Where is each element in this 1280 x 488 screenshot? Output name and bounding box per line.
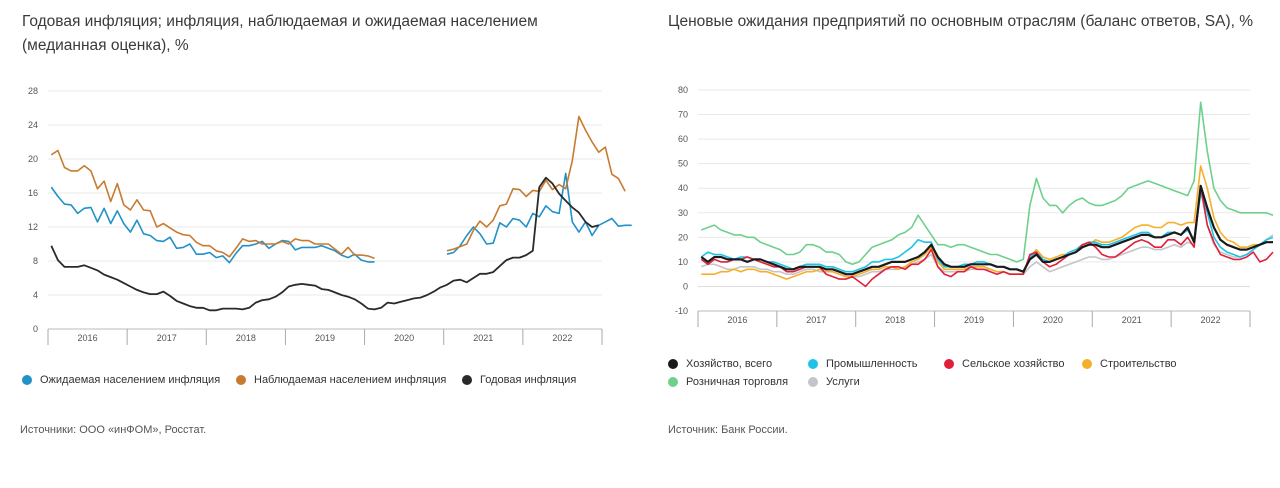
y-tick-label: 30 [678, 208, 688, 218]
legend-label: Хозяйство, всего [686, 358, 773, 370]
legend-item-expected-inflation[interactable]: Ожидаемая населением инфляция [22, 374, 220, 386]
y-tick-label: 70 [678, 110, 688, 120]
series-line [700, 192, 1274, 273]
legend-marker [808, 359, 818, 369]
left-chart-svg: 0 4 8 12 16 20 24 28 2016 2017 2018 2019 2020 2021 202… [28, 86, 632, 345]
legend-item-economy-total[interactable]: Хозяйство, всего [668, 358, 772, 370]
left-source-note: Источники: ООО «инФОМ», Росстат. [20, 424, 207, 436]
right-source-note: Источник: Банк России. [668, 424, 788, 436]
x-tick-label: 2020 [1043, 315, 1063, 325]
legend-item-agriculture[interactable]: Сельское хозяйство [944, 358, 1064, 370]
legend-marker [462, 375, 472, 385]
x-tick-label: 2022 [552, 333, 572, 343]
x-tick-label: 2021 [1122, 315, 1142, 325]
series-line [700, 184, 1273, 276]
left-chart-title: Годовая инфляция; инфляция, наблюдаемая … [22, 13, 538, 54]
legend-marker [668, 359, 678, 369]
right-chart-svg: -10 0 10 20 30 40 50 60 70 80 2016 2017 2018 2019 2020… [675, 85, 1274, 327]
legend-label: Промышленность [826, 358, 918, 370]
legend-label: Годовая инфляция [480, 374, 577, 386]
legend-item-annual-inflation[interactable]: Годовая инфляция [462, 374, 576, 386]
x-tick-label: 2020 [394, 333, 414, 343]
left-legend: Ожидаемая населением инфляция Наблюдаема… [22, 372, 632, 396]
series-line [700, 185, 1274, 288]
y-tick-label: 16 [28, 188, 38, 198]
legend-label: Розничная торговля [686, 376, 789, 388]
legend-item-construction[interactable]: Строительство [1082, 358, 1177, 370]
x-tick-label: 2022 [1201, 315, 1221, 325]
x-tick-label: 2016 [78, 333, 98, 343]
left-chart-panel: Годовая инфляция; инфляция, наблюдаемая … [20, 13, 632, 436]
x-tick-label: 2017 [806, 315, 826, 325]
x-tick-label: 2019 [964, 315, 984, 325]
y-tick-label: 24 [28, 120, 38, 130]
right-legend: Хозяйство, всего Промышленность Сельское… [668, 356, 1268, 396]
x-tick-label: 2018 [236, 333, 256, 343]
legend-marker [944, 359, 954, 369]
y-tick-label: 50 [678, 159, 688, 169]
series-line [701, 189, 1274, 278]
y-tick-label: 28 [28, 86, 38, 96]
series-line [50, 115, 626, 260]
legend-label: Сельское хозяйство [962, 358, 1065, 370]
legend-item-industry[interactable]: Промышленность [808, 358, 918, 370]
y-tick-label: 8 [33, 256, 38, 266]
y-tick-label: 20 [28, 154, 38, 164]
legend-label: Строительство [1100, 358, 1177, 370]
series-line [50, 172, 632, 264]
legend-marker [22, 375, 32, 385]
y-tick-label: -10 [675, 306, 688, 316]
legend-marker [808, 377, 818, 387]
y-tick-label: 20 [678, 232, 688, 242]
x-tick-label: 2016 [727, 315, 747, 325]
legend-item-observed-inflation[interactable]: Наблюдаемая населением инфляция [236, 374, 446, 386]
right-chart-title: Ценовые ожидания предприятий по основным… [668, 13, 1254, 30]
legend-marker [236, 375, 246, 385]
series-line [701, 165, 1273, 280]
legend-item-retail[interactable]: Розничная торговля [668, 376, 788, 388]
series-line [50, 176, 599, 312]
y-tick-label: 12 [28, 222, 38, 232]
right-chart-panel: Ценовые ожидания предприятий по основным… [648, 0, 1280, 488]
legend-label: Ожидаемая населением инфляция [40, 374, 221, 386]
legend-label: Услуги [826, 376, 860, 388]
y-tick-label: 4 [33, 290, 38, 300]
x-tick-label: 2018 [885, 315, 905, 325]
legend-label: Наблюдаемая населением инфляция [254, 374, 447, 386]
y-tick-label: 0 [33, 324, 38, 334]
y-tick-label: 60 [678, 134, 688, 144]
legend-marker [1082, 359, 1092, 369]
y-tick-label: 80 [678, 85, 688, 95]
x-tick-label: 2021 [473, 333, 493, 343]
x-tick-label: 2019 [315, 333, 335, 343]
y-tick-label: 0 [683, 281, 688, 291]
legend-item-services[interactable]: Услуги [808, 376, 860, 388]
series-line [701, 101, 1274, 266]
y-tick-label: 40 [678, 183, 688, 193]
legend-marker [668, 377, 678, 387]
y-tick-label: 10 [678, 257, 688, 267]
x-tick-label: 2017 [157, 333, 177, 343]
